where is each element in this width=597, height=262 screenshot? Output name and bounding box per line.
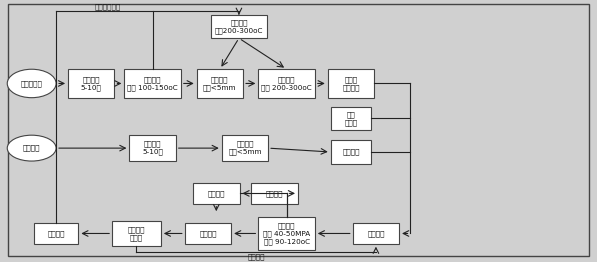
Text: 防腐
添加剂: 防腐 添加剂 xyxy=(344,111,358,126)
FancyBboxPatch shape xyxy=(259,217,315,250)
FancyBboxPatch shape xyxy=(130,135,176,161)
Text: 成品仓库: 成品仓库 xyxy=(266,190,284,197)
FancyBboxPatch shape xyxy=(124,69,181,98)
Text: 固体燃料: 固体燃料 xyxy=(199,230,217,237)
Text: 气体加热
温度200-300oC: 气体加热 温度200-300oC xyxy=(215,19,263,34)
FancyBboxPatch shape xyxy=(34,223,78,244)
Text: 原料预热
温度 100-150oC: 原料预热 温度 100-150oC xyxy=(127,76,178,91)
Text: 油料饼粕: 油料饼粕 xyxy=(23,145,41,151)
FancyBboxPatch shape xyxy=(331,140,371,164)
FancyBboxPatch shape xyxy=(259,69,315,98)
FancyBboxPatch shape xyxy=(251,183,298,204)
Ellipse shape xyxy=(7,69,56,98)
FancyBboxPatch shape xyxy=(328,69,374,98)
Text: 高温废气: 高温废气 xyxy=(47,230,65,237)
Text: 原料粉碎
粒径<5mm: 原料粉碎 粒径<5mm xyxy=(228,141,261,155)
Text: 生物质
烘焙原料: 生物质 烘焙原料 xyxy=(342,76,359,91)
Text: 气体烘焙
温度 200-300oC: 气体烘焙 温度 200-300oC xyxy=(261,76,312,91)
Text: 原料粉碎
粒径<5mm: 原料粉碎 粒径<5mm xyxy=(203,76,236,91)
Text: 原料晾晒
5-10天: 原料晾晒 5-10天 xyxy=(81,76,101,91)
Text: 油料饼粕: 油料饼粕 xyxy=(342,149,359,155)
FancyBboxPatch shape xyxy=(211,15,267,38)
FancyBboxPatch shape xyxy=(68,69,115,98)
Text: 生物质燃
料燃烧: 生物质燃 料燃烧 xyxy=(128,226,145,241)
FancyBboxPatch shape xyxy=(196,69,243,98)
FancyBboxPatch shape xyxy=(112,221,161,246)
Text: 余气输送: 余气输送 xyxy=(248,253,266,260)
FancyBboxPatch shape xyxy=(221,135,268,161)
FancyBboxPatch shape xyxy=(193,183,239,204)
Ellipse shape xyxy=(7,135,56,161)
FancyBboxPatch shape xyxy=(331,107,371,130)
Text: 原料晾晒
5-10天: 原料晾晒 5-10天 xyxy=(142,141,163,155)
Text: 高温烟气输送: 高温烟气输送 xyxy=(95,3,121,10)
FancyBboxPatch shape xyxy=(353,223,399,244)
Text: 混合搅拌: 混合搅拌 xyxy=(367,230,384,237)
FancyBboxPatch shape xyxy=(184,223,231,244)
Text: 生物质原料: 生物质原料 xyxy=(21,80,42,87)
Text: 干燥冷却: 干燥冷却 xyxy=(208,190,225,197)
Text: 挤压成型
压强 40-50MPA
温度 90-120oC: 挤压成型 压强 40-50MPA 温度 90-120oC xyxy=(263,222,310,245)
